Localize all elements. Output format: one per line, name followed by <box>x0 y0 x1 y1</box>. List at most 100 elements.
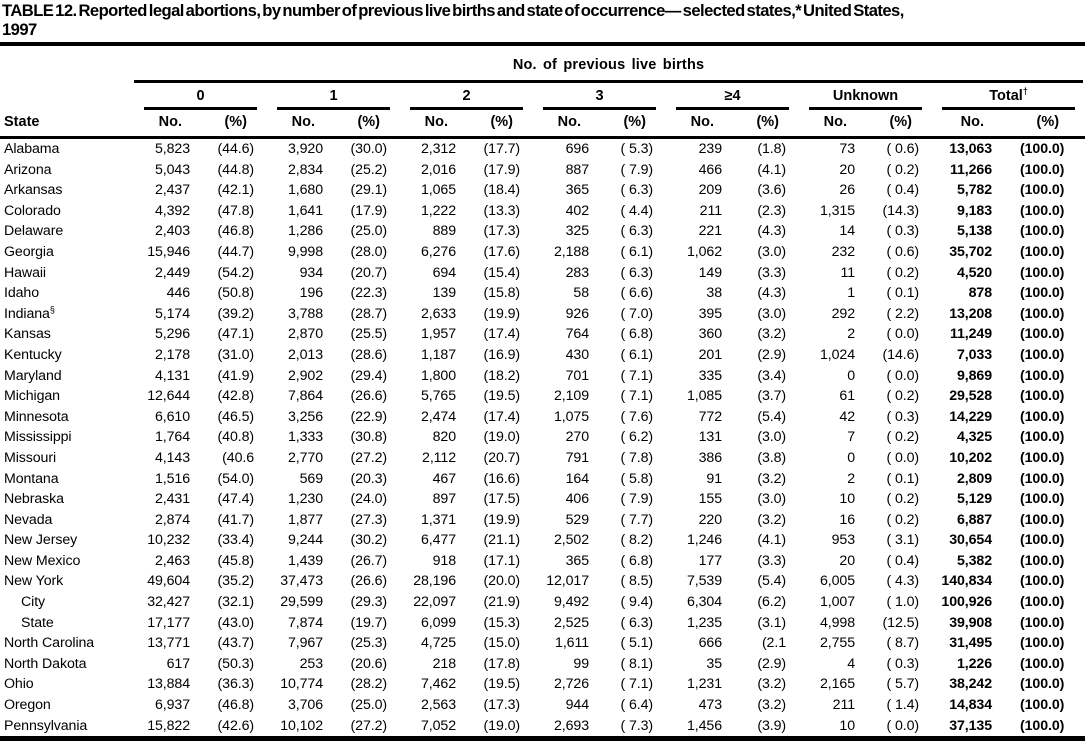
cell-number: 2 <box>847 326 855 343</box>
cell-number: 1,371 <box>420 511 456 528</box>
cell-number: 360 <box>698 326 722 343</box>
cell-number: 20 <box>839 161 855 178</box>
cell-percent: ( 7.8) <box>620 449 653 466</box>
cell-number: 26 <box>839 182 855 199</box>
cell-percent: (3.0) <box>757 305 786 322</box>
cell-number: 386 <box>698 449 722 466</box>
subheader-pct: (%) <box>744 110 799 139</box>
table-row: Nebraska 2,431 (47.4) 1,230 (24.0) 897 (17.5) 4… <box>0 489 1085 510</box>
cell-number: 2,013 <box>287 346 323 363</box>
cell-number: 270 <box>565 429 589 446</box>
subheader-no: No. <box>799 110 877 139</box>
cell-number: 7,539 <box>686 573 722 590</box>
cell-percent: (100.0) <box>1020 470 1065 487</box>
cell-percent: (100.0) <box>1020 305 1065 322</box>
cell-percent: ( 7.9) <box>620 161 653 178</box>
cell-percent: ( 6.3) <box>620 614 653 631</box>
cell-percent: ( 6.1) <box>620 346 653 363</box>
cell-percent: (17.5) <box>483 491 521 508</box>
cell-percent: ( 6.2) <box>620 429 653 446</box>
cell-percent: (19.5) <box>483 388 521 405</box>
cell-number: 10 <box>839 717 855 734</box>
cell-percent: (43.0) <box>217 614 255 631</box>
cell-percent: ( 0.2) <box>886 161 919 178</box>
cell-percent: ( 3.1) <box>886 532 919 549</box>
cell-percent: (3.2) <box>757 470 786 487</box>
cell-percent: (25.0) <box>350 223 388 240</box>
cell-number: 1,007 <box>819 594 855 611</box>
cell-number: 6,610 <box>154 408 190 425</box>
cell-number: 878 <box>968 285 992 302</box>
cell-number: 13,771 <box>147 635 190 652</box>
cell-percent: (100.0) <box>1020 573 1065 590</box>
cell-number: 32,427 <box>147 594 190 611</box>
cell-percent: (22.9) <box>350 408 388 425</box>
cell-number: 2,726 <box>553 676 589 693</box>
cell-number: 13,208 <box>949 305 992 322</box>
cell-percent: ( 1.4) <box>886 697 919 714</box>
cell-number: 325 <box>565 223 589 240</box>
cell-percent: (22.3) <box>350 285 388 302</box>
cell-number: 6,276 <box>420 243 456 260</box>
cell-number: 10,102 <box>280 717 323 734</box>
cell-percent: (3.0) <box>757 429 786 446</box>
group-header-1: 1 <box>267 83 400 110</box>
cell-percent: (100.0) <box>1020 655 1065 672</box>
cell-number: 1,611 <box>555 635 589 652</box>
cell-percent: ( 0.2) <box>886 511 919 528</box>
cell-number: 61 <box>839 388 855 405</box>
cell-number: 1,680 <box>287 182 323 199</box>
cell-percent: (100.0) <box>1020 676 1065 693</box>
table-row: Oregon 6,937 (46.8) 3,706 (25.0) 2,563 (17.3) 9… <box>0 695 1085 716</box>
cell-number: 38,242 <box>949 676 992 693</box>
table-row: New Mexico 2,463 (45.8) 1,439 (26.7) 918 (17.1… <box>0 551 1085 572</box>
cell-number: 2 <box>847 470 855 487</box>
state-name: Georgia <box>4 243 54 260</box>
cell-percent: (41.7) <box>217 511 255 528</box>
cell-number: 39,908 <box>949 614 992 631</box>
cell-number: 2,188 <box>553 243 589 260</box>
cell-percent: (12.5) <box>882 614 920 631</box>
cell-number: 6,304 <box>686 594 722 611</box>
table-row: Kentucky 2,178 (31.0) 2,013 (28.6) 1,187 (16.9… <box>0 345 1085 366</box>
table-row: Ohio 13,884 (36.3) 10,774 (28.2) 7,462 (19.5) 2… <box>0 674 1085 695</box>
cell-percent: ( 5.7) <box>886 676 919 693</box>
cell-number: 4,998 <box>819 614 855 631</box>
cell-percent: (17.3) <box>483 223 521 240</box>
cell-percent: (100.0) <box>1020 243 1065 260</box>
cell-number: 5,043 <box>154 161 190 178</box>
cell-percent: (100.0) <box>1020 388 1065 405</box>
cell-percent: (46.8) <box>217 697 255 714</box>
cell-percent: ( 0.2) <box>886 264 919 281</box>
cell-percent: (42.1) <box>217 182 255 199</box>
state-name: Nevada <box>4 511 53 528</box>
table-row: New York 49,604 (35.2) 37,473 (26.6) 28,196 (2… <box>0 571 1085 592</box>
cell-percent: ( 7.3) <box>620 717 653 734</box>
cell-percent: ( 9.4) <box>620 594 653 611</box>
abortions-by-previous-live-births-table: State No. of previous live births 0 1 2 3 ≥4… <box>0 46 1085 742</box>
group-header-3: 3 <box>533 83 666 110</box>
subheader-pct: (%) <box>212 110 267 139</box>
cell-percent: (24.0) <box>350 491 388 508</box>
cell-number: 7,462 <box>420 676 456 693</box>
cell-number: 35,702 <box>949 243 992 260</box>
cell-number: 820 <box>432 429 456 446</box>
cell-percent: (100.0) <box>1020 182 1065 199</box>
group-label: 3 <box>543 88 656 110</box>
cell-number: 7,864 <box>287 388 323 405</box>
cell-number: 466 <box>698 161 722 178</box>
cell-percent: (15.8) <box>483 285 521 302</box>
cell-number: 1,439 <box>287 552 323 569</box>
cell-percent: (100.0) <box>1020 635 1065 652</box>
cell-percent: (15.0) <box>483 635 521 652</box>
cell-percent: (3.3) <box>757 264 786 281</box>
table-row: Nevada 2,874 (41.7) 1,877 (27.3) 1,371 (19.9) 5… <box>0 510 1085 531</box>
cell-number: 31,495 <box>949 635 992 652</box>
table-row: Kansas 5,296 (47.1) 2,870 (25.5) 1,957 (17.4) 7… <box>0 324 1085 345</box>
cell-percent: (26.7) <box>350 552 388 569</box>
cell-percent: (3.6) <box>757 182 786 199</box>
cell-percent: (3.3) <box>757 552 786 569</box>
cell-number: 28,196 <box>413 573 456 590</box>
cell-percent: ( 8.1) <box>620 655 653 672</box>
